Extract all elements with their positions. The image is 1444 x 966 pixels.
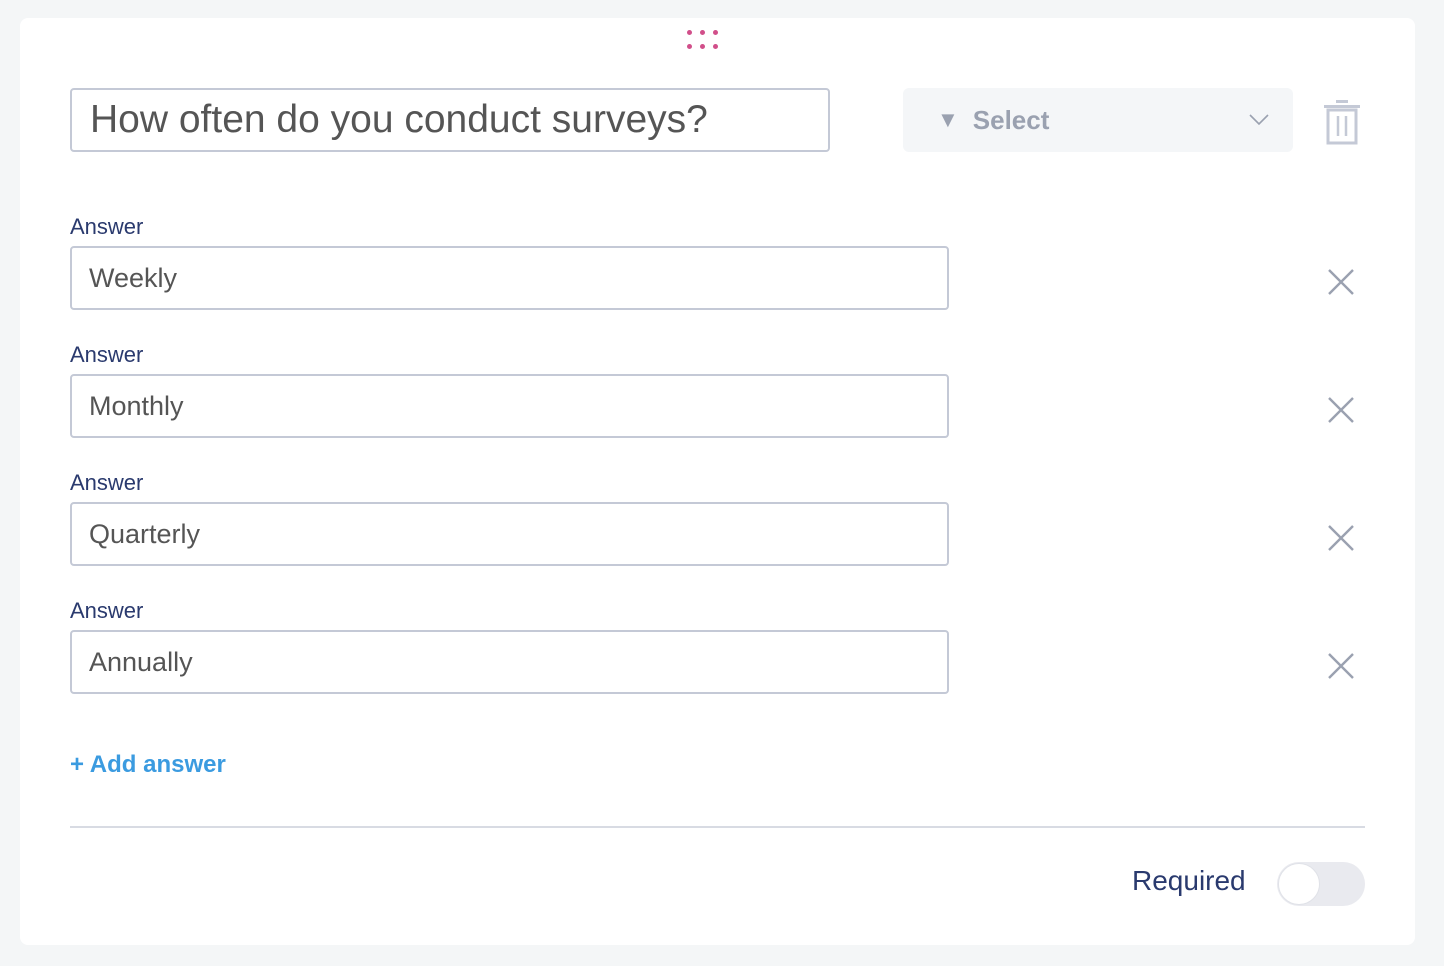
answer-label: Answer (70, 598, 144, 623)
answer-label: Answer (70, 342, 144, 367)
answer-input[interactable] (70, 374, 949, 438)
trash-icon[interactable] (1322, 98, 1362, 146)
answer-label: Answer (70, 214, 144, 239)
close-icon[interactable] (1326, 651, 1356, 681)
add-answer-link[interactable]: + Add answer (70, 751, 226, 778)
close-icon[interactable] (1326, 395, 1356, 425)
drag-handle-icon[interactable] (687, 30, 719, 52)
answer-input[interactable] (70, 630, 949, 694)
select-label: Select (972, 104, 1050, 135)
question-type-select[interactable]: ▼ Select (903, 88, 1293, 152)
answer-label: Answer (70, 470, 144, 495)
close-icon[interactable] (1326, 523, 1356, 553)
chevron-down-icon (1249, 114, 1269, 126)
answer-input[interactable] (70, 502, 949, 566)
divider (70, 826, 1365, 828)
required-label: Required (1132, 865, 1246, 896)
toggle-knob (1278, 863, 1320, 905)
filter-triangle-icon: ▼ (937, 107, 959, 132)
required-toggle[interactable] (1277, 862, 1365, 906)
question-input[interactable] (70, 88, 830, 152)
question-card: ▼ Select Answer Answer Answer Answer + A… (20, 18, 1415, 945)
close-icon[interactable] (1326, 267, 1356, 297)
answer-input[interactable] (70, 246, 949, 310)
